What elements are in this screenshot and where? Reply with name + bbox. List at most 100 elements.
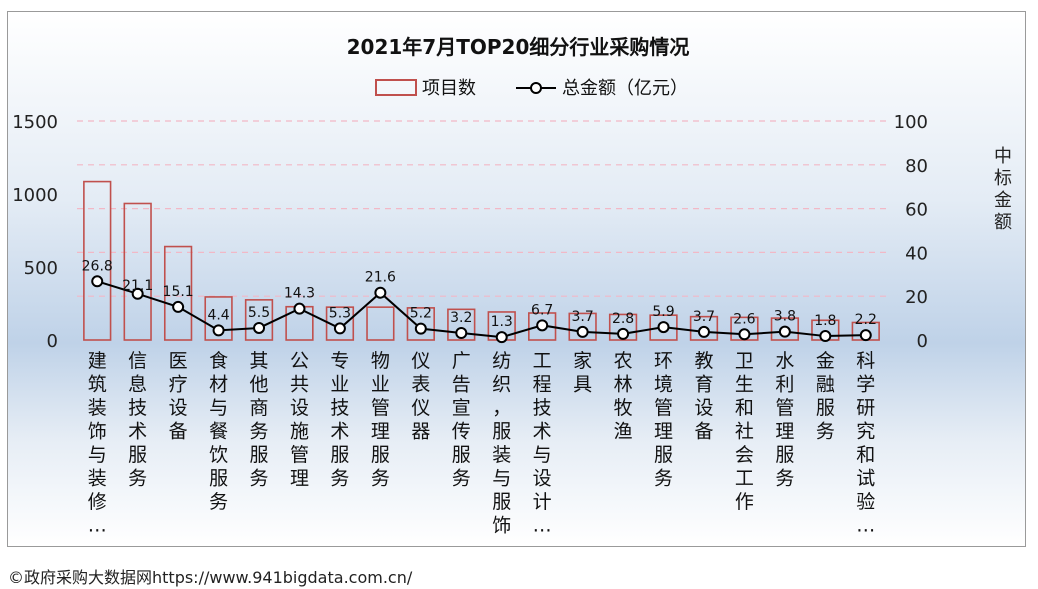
data-label: 3.2 <box>450 310 472 326</box>
data-label: 5.5 <box>248 305 270 321</box>
data-label: 3.7 <box>571 309 593 325</box>
line-point <box>657 321 670 334</box>
bar <box>447 308 476 341</box>
line-series: 26.8 21.1 15.1 4.4 5.5 14.3 5.3 21.6 5.2 3.2 1.3 6.… <box>82 258 877 344</box>
right-axis-title-char: 金 <box>994 190 1012 211</box>
line-point <box>819 330 832 343</box>
line-point <box>738 328 751 341</box>
right-axis-tick-label: 40 <box>905 243 928 264</box>
bar <box>163 245 193 341</box>
data-label: 5.9 <box>652 304 674 320</box>
right-axis-tick-label: 100 <box>894 112 928 133</box>
category-label: 信息技术服务 <box>128 350 147 490</box>
legend: 项目数 总金额（亿元） <box>375 78 688 99</box>
line-point <box>617 327 630 340</box>
chart-background <box>8 12 1025 546</box>
bar <box>689 315 719 341</box>
category-label: 家具 <box>573 350 592 396</box>
bar <box>325 306 355 341</box>
data-label: 21.6 <box>365 270 396 286</box>
line-path <box>96 280 866 339</box>
line-point <box>212 324 225 337</box>
right-axis-tick-label: 80 <box>905 156 928 177</box>
category-label: 科学研究和试验… <box>856 350 875 537</box>
category-label: 教育设备 <box>694 350 713 443</box>
right-axis-tick-label: 0 <box>917 331 928 352</box>
data-label: 1.8 <box>814 313 836 329</box>
line-point <box>172 300 185 313</box>
category-label: 金融服务 <box>816 350 835 443</box>
category-label: 建筑装饰与装修… <box>88 350 107 537</box>
right-axis-title-char: 中 <box>994 146 1012 167</box>
line-point <box>253 321 266 334</box>
line-point <box>293 302 306 315</box>
line-point <box>576 325 589 338</box>
category-label: 食材与餐饮服务 <box>209 350 228 513</box>
category-label: 仪表仪器 <box>411 350 430 443</box>
bar <box>83 180 112 341</box>
bar <box>123 202 152 341</box>
category-label: 农林牧渔 <box>614 350 633 443</box>
category-label: 专业技术服务 <box>330 350 349 490</box>
line-point <box>414 322 427 335</box>
category-label: 医疗设备 <box>169 350 188 443</box>
legend-line-marker <box>530 82 542 94</box>
category-label: 广告宣传服务 <box>452 350 471 490</box>
category-label: 其他商务服务 <box>250 350 269 490</box>
category-label: 环境管理服务 <box>654 350 673 490</box>
data-label: 26.8 <box>82 258 113 274</box>
bar-series <box>83 180 880 341</box>
right-axis-tick-label: 20 <box>905 287 928 308</box>
bar <box>204 296 233 341</box>
data-label: 5.3 <box>329 305 351 321</box>
bar <box>770 317 800 341</box>
category-label: 公共设施管理 <box>290 350 309 490</box>
data-label: 4.4 <box>207 307 229 323</box>
data-label: 6.7 <box>531 302 553 318</box>
line-point <box>495 331 508 344</box>
chart: 2021年7月TOP20细分行业采购情况 项目数 总金额（亿元） 26.8 21.… <box>8 12 1025 546</box>
bar <box>649 314 678 341</box>
bar <box>244 299 274 341</box>
right-axis: 0 20 40 60 80 100 <box>894 112 928 352</box>
left-axis-tick-label: 1500 <box>12 112 58 133</box>
data-label: 5.2 <box>410 306 432 322</box>
data-label: 21.1 <box>122 278 153 294</box>
line-point <box>859 329 872 342</box>
bar <box>568 312 597 341</box>
bar <box>366 306 395 341</box>
right-axis-title-char: 标 <box>994 168 1012 189</box>
data-label: 15.1 <box>163 284 194 300</box>
left-axis: 0 500 1000 1500 <box>12 112 58 352</box>
category-axis: 建筑装饰与装修… 信息技术服务 医疗设备 食材与餐饮服务 其他商务服务 公共设施管理 专业技… <box>88 350 876 537</box>
line-point <box>697 325 710 338</box>
data-label: 3.7 <box>693 309 715 325</box>
left-axis-tick-label: 500 <box>24 258 58 279</box>
line-point <box>374 286 387 299</box>
legend-bar-label: 项目数 <box>422 78 476 99</box>
right-axis-tick-label: 60 <box>905 200 928 221</box>
category-label: 卫生和社会工作 <box>735 350 754 513</box>
left-axis-tick-label: 0 <box>47 331 58 352</box>
category-label: 工程技术与设计… <box>533 350 552 537</box>
line-point <box>536 319 549 332</box>
legend-bar-swatch <box>375 79 417 96</box>
line-point <box>455 326 468 339</box>
bar <box>406 307 435 341</box>
line-point <box>333 322 346 335</box>
line-point <box>778 325 791 338</box>
data-label: 1.3 <box>491 314 513 330</box>
data-label: 3.8 <box>774 309 796 325</box>
footer-credit: ©政府采购大数据网https://www.941bigdata.com.cn/ <box>8 568 413 587</box>
category-label: 纺织，服装与服饰 <box>492 350 511 537</box>
data-label: 2.2 <box>855 312 877 328</box>
line-point <box>131 287 144 300</box>
left-axis-tick-label: 1000 <box>12 185 58 206</box>
category-label: 物业管理服务 <box>371 350 390 490</box>
right-axis-title-char: 额 <box>994 212 1012 233</box>
chart-title: 2021年7月TOP20细分行业采购情况 <box>347 35 690 59</box>
data-label: 2.6 <box>733 311 755 327</box>
chart-frame: 2021年7月TOP20细分行业采购情况 项目数 总金额（亿元） 26.8 21.… <box>7 11 1026 547</box>
legend-line-label: 总金额（亿元） <box>562 78 688 99</box>
